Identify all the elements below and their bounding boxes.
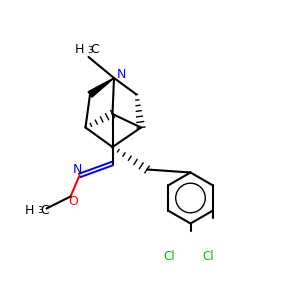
Text: O: O (69, 195, 78, 208)
Text: H: H (75, 43, 84, 56)
Text: 3: 3 (87, 46, 93, 55)
Text: 3: 3 (38, 206, 44, 215)
Text: N: N (72, 163, 82, 176)
Text: C: C (40, 203, 50, 217)
Text: C: C (90, 43, 99, 56)
Text: Cl: Cl (164, 250, 175, 263)
Text: H: H (25, 203, 34, 217)
Polygon shape (88, 78, 114, 97)
Text: Cl: Cl (203, 250, 214, 263)
Text: N: N (117, 68, 126, 82)
